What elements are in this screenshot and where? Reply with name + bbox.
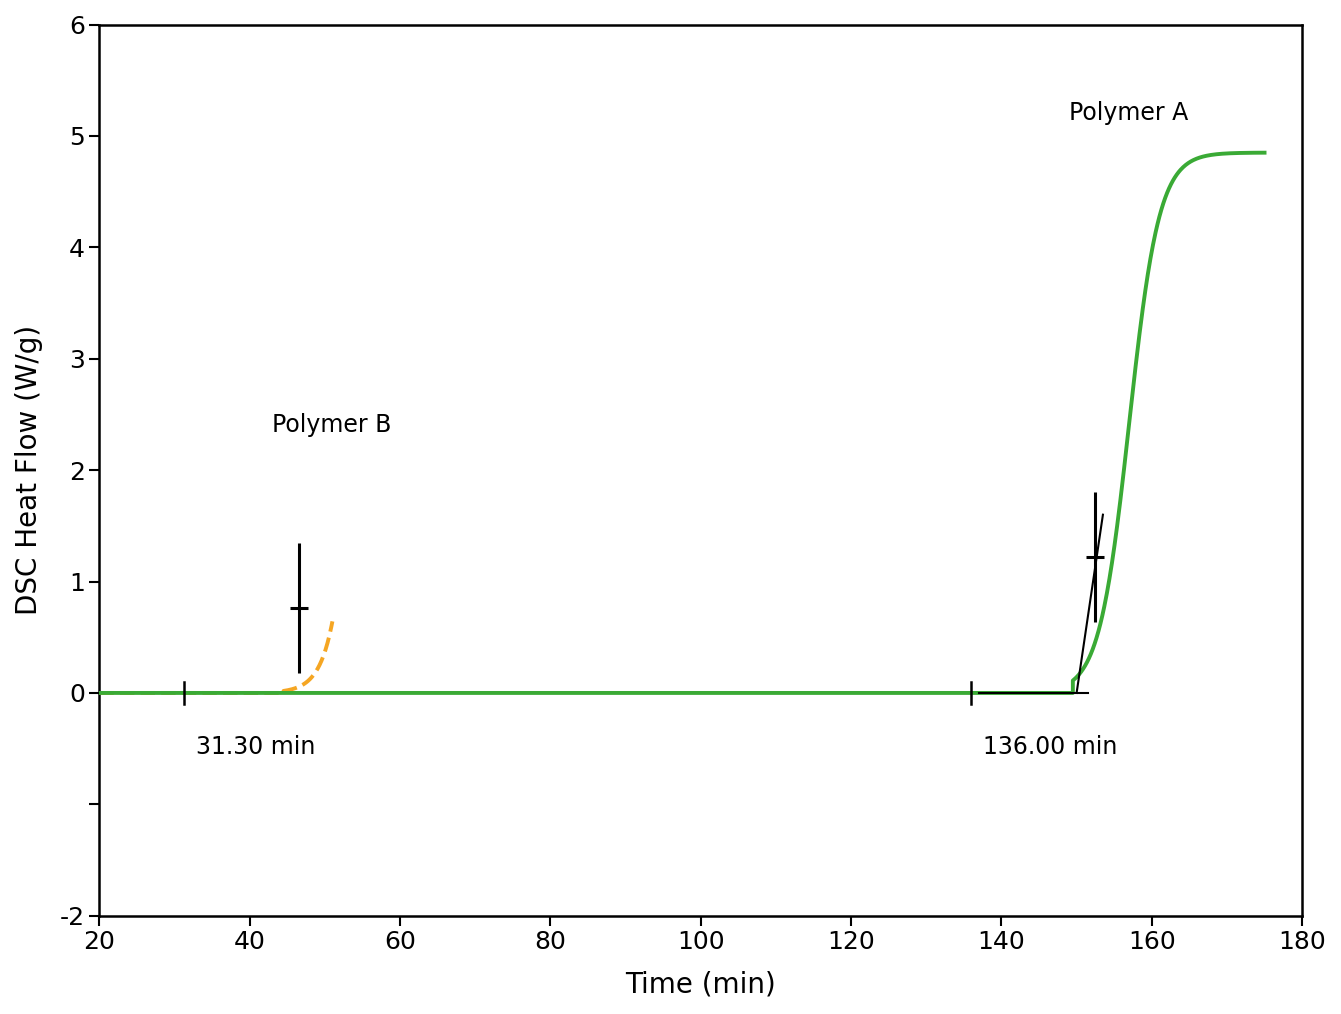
X-axis label: Time (min): Time (min) <box>625 971 776 999</box>
Text: 136.00 min: 136.00 min <box>983 735 1117 759</box>
Text: Polymer B: Polymer B <box>272 413 392 437</box>
Text: 31.30 min: 31.30 min <box>196 735 315 759</box>
Y-axis label: DSC Heat Flow (W/g): DSC Heat Flow (W/g) <box>15 325 43 615</box>
Text: Polymer A: Polymer A <box>1069 100 1188 125</box>
